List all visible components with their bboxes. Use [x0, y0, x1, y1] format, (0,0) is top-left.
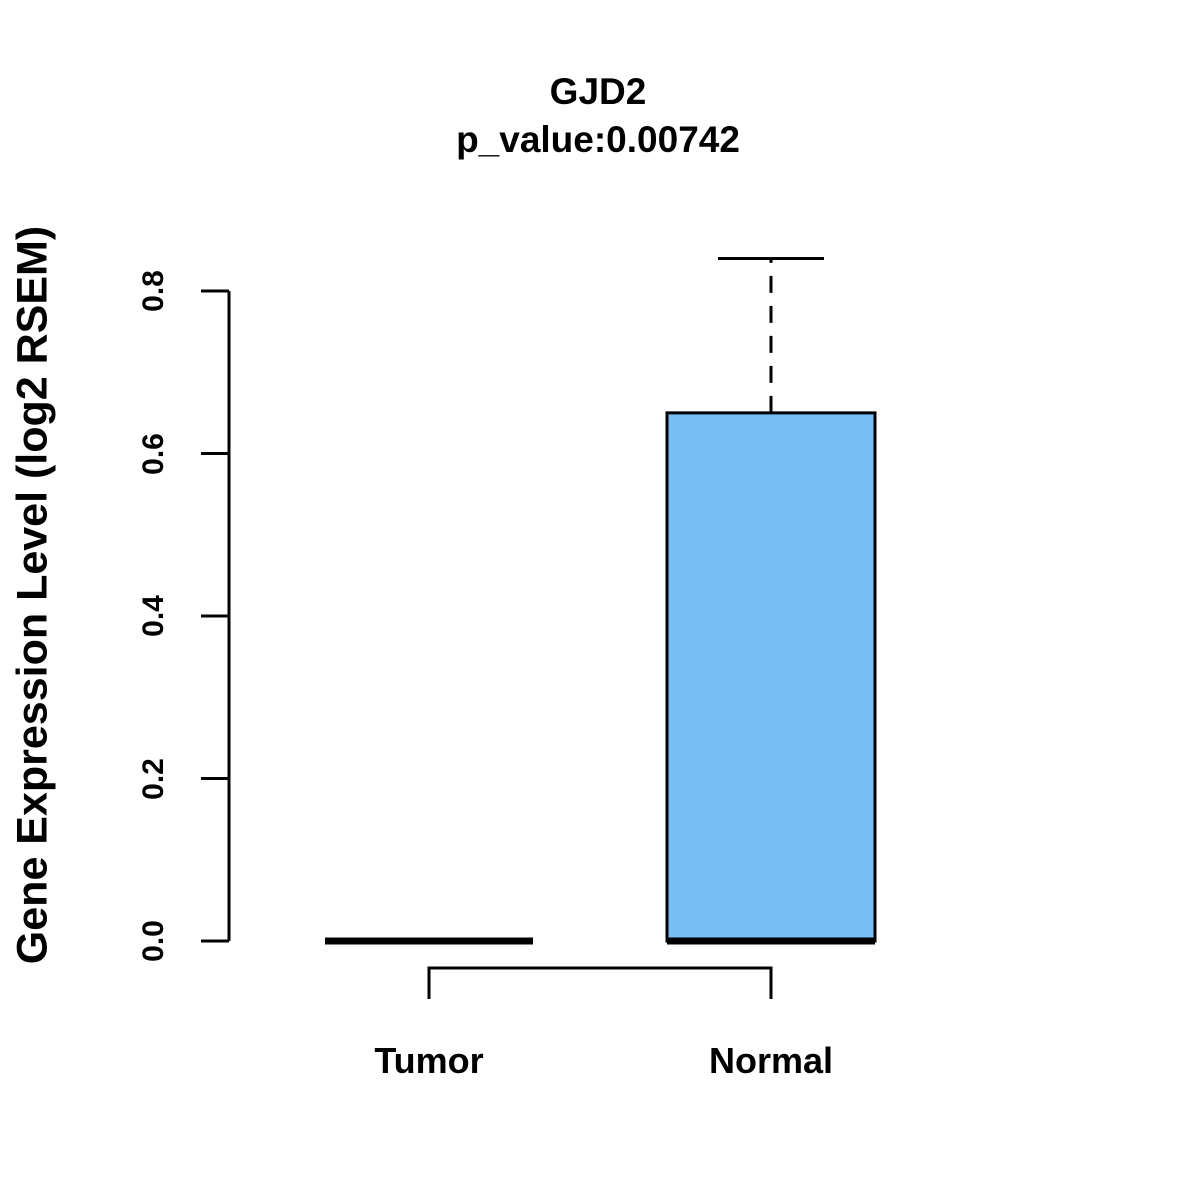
y-tick-label: 0.4 — [137, 595, 170, 637]
x-tick-label-normal: Normal — [708, 1040, 834, 1081]
box-normal — [665, 411, 877, 943]
x-tick-label-tumor: Tumor — [374, 1040, 484, 1081]
y-tick-label: 0.0 — [137, 920, 170, 962]
comparison-bracket — [427, 966, 773, 999]
y-tick-label: 0.2 — [137, 757, 170, 800]
y-tick-label: 0.8 — [137, 270, 170, 312]
chart-subtitle-pvalue: p_value:0.00742 — [456, 119, 740, 160]
y-tick-label: 0.6 — [137, 432, 170, 475]
y-axis-label: Gene Expression Level (log2 RSEM) — [8, 225, 57, 965]
chart-title: GJD2 — [549, 71, 647, 112]
